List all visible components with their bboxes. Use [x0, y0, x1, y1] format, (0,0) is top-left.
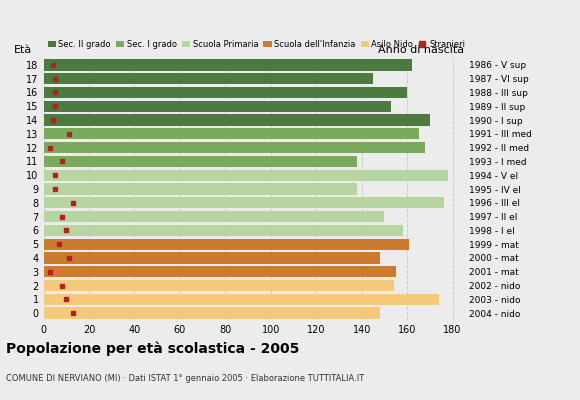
Bar [44, 73, 373, 84]
Bar [44, 183, 357, 195]
Bar [44, 211, 385, 222]
Bar [44, 59, 412, 70]
Bar [44, 170, 448, 181]
Bar [44, 252, 380, 264]
Bar [44, 87, 407, 98]
Bar [44, 114, 430, 126]
Text: Anno di nascita: Anno di nascita [378, 45, 464, 55]
Bar [44, 294, 439, 305]
Legend: Sec. II grado, Sec. I grado, Scuola Primaria, Scuola dell'Infanzia, Asilo Nido, : Sec. II grado, Sec. I grado, Scuola Prim… [48, 40, 465, 48]
Bar [44, 238, 409, 250]
Bar [44, 308, 380, 319]
Bar [44, 101, 392, 112]
Bar [44, 225, 403, 236]
Bar [44, 197, 444, 208]
Text: COMUNE DI NERVIANO (MI) · Dati ISTAT 1° gennaio 2005 · Elaborazione TUTTITALIA.I: COMUNE DI NERVIANO (MI) · Dati ISTAT 1° … [6, 374, 364, 383]
Text: Popolazione per età scolastica - 2005: Popolazione per età scolastica - 2005 [6, 342, 299, 356]
Bar [44, 280, 394, 291]
Bar [44, 156, 357, 167]
Text: Età: Età [14, 45, 32, 55]
Bar [44, 128, 419, 140]
Bar [44, 142, 425, 153]
Bar [44, 266, 396, 277]
